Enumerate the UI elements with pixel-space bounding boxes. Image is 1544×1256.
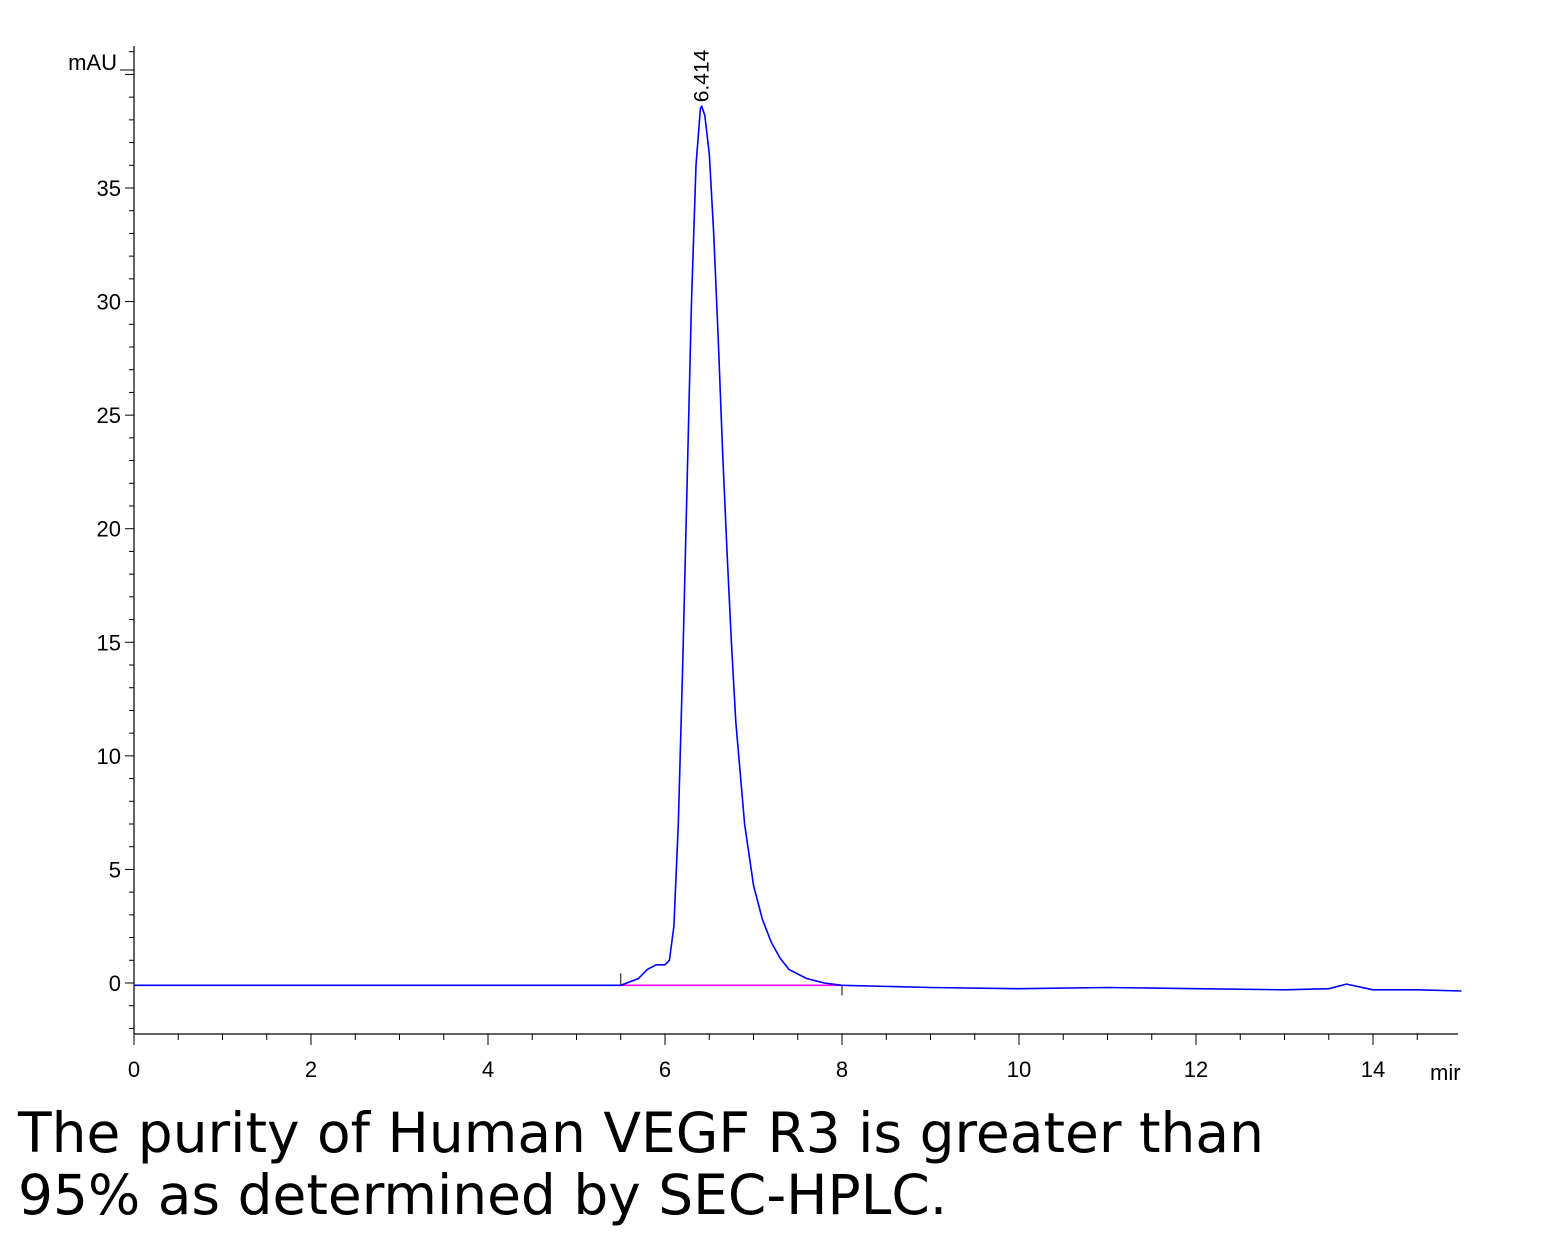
chart-axes: 0 5 10 15 20 25 30 35 mAU 0 2 4 6 8 10 12 14 mir	[68, 46, 1461, 1085]
x-tick-label: 4	[482, 1057, 494, 1082]
x-tick-label: 12	[1184, 1057, 1208, 1082]
x-tick-label: 8	[836, 1057, 848, 1082]
chart-plot-area: 6.414	[134, 49, 1462, 996]
x-tick-label: 0	[128, 1057, 140, 1082]
y-tick-label: 20	[97, 517, 121, 542]
caption: The purity of Human VEGF R3 is greater t…	[18, 1102, 1518, 1226]
series-line-0	[134, 105, 1462, 992]
y-tick-label: 15	[97, 630, 121, 655]
chromatogram-chart: 0 5 10 15 20 25 30 35 mAU 0 2 4 6 8 10 12 14 mir 6.414	[68, 46, 1462, 1085]
peak-label: 6.414	[691, 49, 714, 102]
y-tick-label: 25	[97, 403, 121, 428]
caption-line-2: 95% as determined by SEC-HPLC.	[18, 1163, 948, 1227]
y-tick-label: 5	[109, 857, 121, 882]
x-tick-label: 10	[1007, 1057, 1031, 1082]
x-tick-label: 6	[659, 1057, 671, 1082]
x-axis-unit-label: mir	[1430, 1060, 1461, 1085]
y-axis-unit-label: mAU	[68, 50, 117, 75]
caption-line-1: The purity of Human VEGF R3 is greater t…	[18, 1101, 1264, 1165]
y-tick-label: 0	[109, 971, 121, 996]
y-tick-label: 10	[97, 744, 121, 769]
x-tick-label: 2	[305, 1057, 317, 1082]
y-tick-label: 35	[97, 176, 121, 201]
x-tick-label: 14	[1361, 1057, 1385, 1082]
y-tick-label: 30	[97, 290, 121, 315]
